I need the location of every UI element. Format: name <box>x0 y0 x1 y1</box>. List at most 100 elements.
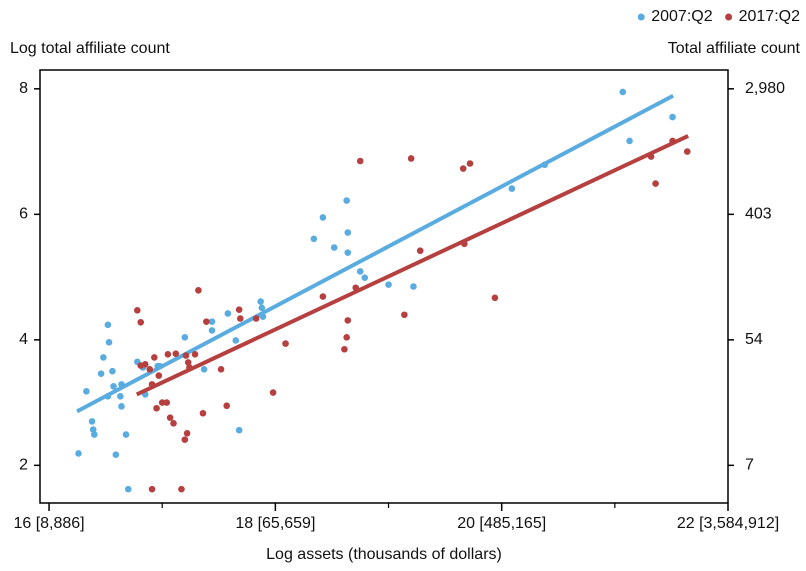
point <box>269 389 277 396</box>
point <box>122 431 130 438</box>
point <box>236 315 244 322</box>
y-tick-label: 6 <box>19 206 28 223</box>
point <box>105 339 113 346</box>
point <box>208 318 216 325</box>
y2-tick-label: 7 <box>745 457 754 474</box>
legend-marker <box>637 13 645 21</box>
point <box>466 160 474 167</box>
plot-frame <box>39 69 729 504</box>
point <box>683 148 691 155</box>
point <box>91 431 98 438</box>
point <box>146 366 154 373</box>
point <box>178 485 185 493</box>
y2-axis-title: Total affiliate count <box>668 40 801 57</box>
point <box>223 402 231 410</box>
point <box>148 485 156 493</box>
point <box>344 229 352 236</box>
y-axis-title: Log total affiliate count <box>10 40 170 57</box>
point <box>407 155 415 162</box>
point <box>235 306 243 314</box>
point <box>166 414 174 421</box>
point <box>330 244 338 251</box>
y-tick-label: 4 <box>19 331 28 348</box>
point <box>109 367 116 375</box>
point <box>191 350 199 358</box>
point <box>150 354 158 361</box>
fit-line <box>135 134 690 397</box>
point <box>181 436 189 443</box>
legend-marker <box>725 13 733 21</box>
point <box>97 370 105 378</box>
point <box>626 137 633 145</box>
point <box>117 393 124 400</box>
point <box>319 293 327 300</box>
point <box>410 283 417 290</box>
point <box>257 298 264 305</box>
point <box>88 418 96 425</box>
point <box>170 420 177 427</box>
point <box>158 399 166 406</box>
point <box>416 247 424 255</box>
point <box>508 185 516 192</box>
point <box>310 235 318 243</box>
point <box>104 321 112 329</box>
point <box>459 165 467 172</box>
point <box>124 485 132 493</box>
point <box>100 354 107 361</box>
point <box>669 113 676 121</box>
point <box>356 268 364 275</box>
point <box>341 345 348 353</box>
y2-tick-label: 54 <box>745 331 763 348</box>
x-tick-label: 20 [485,165] <box>457 515 546 532</box>
x-tick-label: 22 [3,584,912] <box>677 515 779 532</box>
point <box>401 311 408 319</box>
point <box>163 399 171 406</box>
point <box>172 350 180 357</box>
point <box>83 387 90 395</box>
point <box>141 361 149 368</box>
point <box>155 372 163 379</box>
x-tick-label: 18 [65,659] <box>235 515 315 532</box>
point <box>89 426 97 433</box>
point <box>164 350 172 358</box>
point <box>153 404 160 412</box>
point <box>110 382 117 390</box>
fit-line <box>76 93 675 414</box>
point <box>181 334 189 341</box>
point <box>385 281 392 288</box>
point <box>182 352 190 359</box>
point <box>344 317 352 324</box>
point <box>343 334 350 341</box>
y2-tick-label: 403 <box>745 206 772 223</box>
point <box>137 318 145 326</box>
point <box>183 430 191 437</box>
point <box>491 294 499 302</box>
y2-tick-label: 2,980 <box>745 80 785 97</box>
x-axis-title: Log assets (thousands of dollars) <box>266 546 502 563</box>
point <box>224 310 232 317</box>
point <box>258 304 266 312</box>
point <box>619 88 627 96</box>
point <box>208 327 216 334</box>
legend-label: 2017:Q2 <box>739 8 800 25</box>
point <box>200 366 208 373</box>
point <box>199 409 207 417</box>
point <box>134 307 141 314</box>
point <box>652 180 659 187</box>
point <box>343 197 350 204</box>
y-tick-label: 2 <box>19 457 28 474</box>
point <box>319 214 327 221</box>
point <box>252 315 260 322</box>
point <box>361 274 369 282</box>
legend-label: 2007:Q2 <box>651 8 712 25</box>
point <box>184 359 192 366</box>
y-tick-label: 8 <box>19 80 28 97</box>
point <box>217 366 225 373</box>
point <box>112 451 120 458</box>
x-tick-label: 16 [8,886] <box>13 515 84 532</box>
point <box>232 337 240 344</box>
point <box>203 318 210 325</box>
point <box>195 286 202 294</box>
point <box>344 249 352 256</box>
